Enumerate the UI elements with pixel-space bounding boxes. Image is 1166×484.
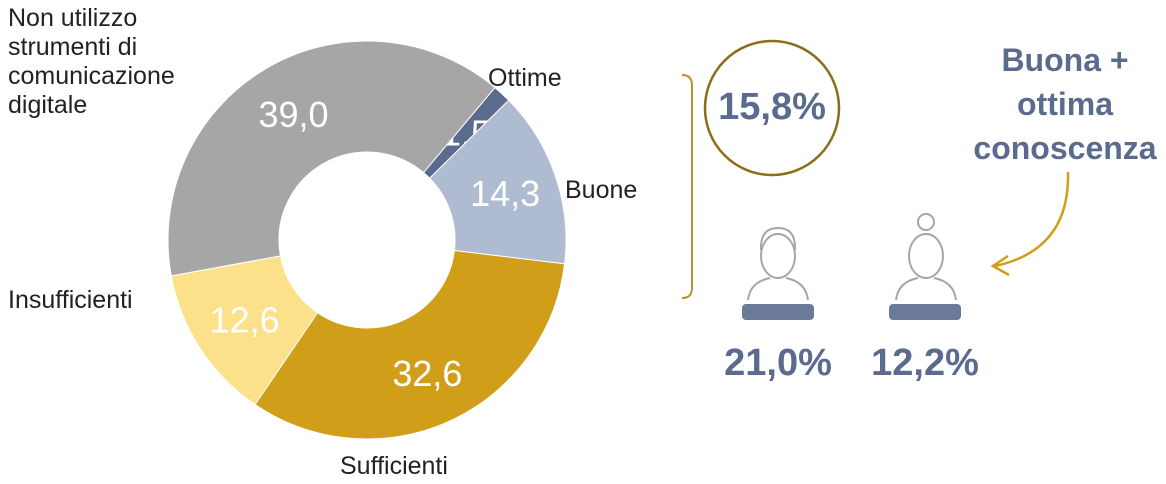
value-label: 12,6 — [210, 300, 280, 341]
value-label: 14,3 — [470, 173, 540, 214]
highlight-circle — [703, 39, 841, 177]
woman-icon — [895, 213, 957, 301]
bracket — [681, 74, 693, 299]
group-value: 12,2% — [871, 342, 979, 384]
category-label: Ottime — [488, 64, 562, 92]
category-label: Insufficienti — [8, 286, 133, 314]
note: Buona + ottima conoscenza — [973, 42, 1157, 166]
category-label: Buone — [565, 176, 638, 204]
value-label: 32,6 — [392, 353, 462, 394]
value-label: 39,0 — [259, 94, 329, 135]
laptop — [889, 304, 961, 320]
man-icon — [747, 226, 809, 301]
arrow — [994, 171, 1070, 268]
category-label: Non utilizzo strumenti di comunicazione … — [8, 4, 175, 119]
category-label: Sufficienti — [340, 452, 448, 480]
highlight-value: 15,8% — [718, 86, 826, 128]
donut-slice — [254, 249, 566, 440]
arrow-head — [990, 254, 1010, 277]
donut-slice — [428, 99, 567, 265]
group-value: 21,0% — [724, 342, 832, 384]
donut-slice — [167, 40, 496, 277]
laptop — [742, 304, 814, 320]
donut-slice — [170, 255, 319, 406]
